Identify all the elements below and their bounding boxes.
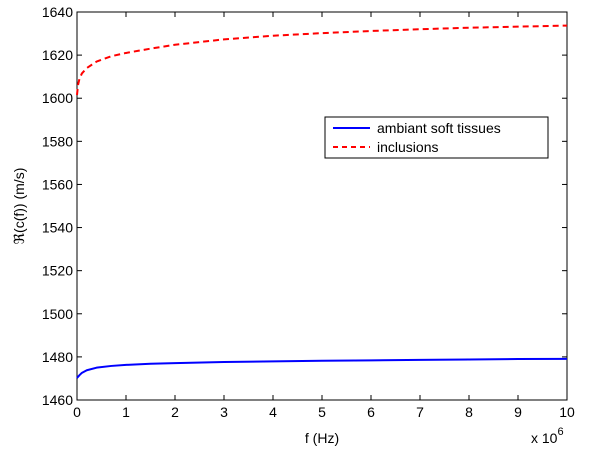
x-tick-label: 1 [122,404,130,420]
x-axis-multiplier: x 106 [531,426,564,446]
legend-box [324,116,549,159]
x-tick-label: 2 [171,404,179,420]
series-line-inclusions [76,24,568,96]
y-tick-label: 1500 [42,306,73,322]
x-axis-label: f (Hz) [305,430,339,446]
x-tick-label: 5 [318,404,326,420]
x-tick-label: 4 [269,404,277,420]
y-tick-label: 1480 [42,349,73,365]
y-tick-label: 1460 [42,392,73,408]
series-layer [76,24,568,379]
x-axis-multiplier-base: x 10 [531,430,558,446]
x-tick-label: 9 [514,404,522,420]
x-tick-label: 0 [73,404,81,420]
y-tick-label: 1540 [42,220,73,236]
x-tick-label: 6 [367,404,375,420]
x-tick-label: 10 [559,404,575,420]
legend-label-inclusions: inclusions [377,139,438,155]
y-tick-label: 1640 [42,4,73,20]
x-axis-ticks: 0 1 2 3 4 5 6 7 8 9 10 [73,12,575,420]
y-tick-label: 1620 [42,47,73,63]
y-tick-label: 1600 [42,90,73,106]
y-axis-ticks: 1460 1480 1500 1520 1540 1560 1580 1600 1620 1640 [42,4,567,408]
y-tick-label: 1560 [42,176,73,192]
legend-label-ambiant-soft-tissues: ambiant soft tissues [377,120,501,136]
y-tick-label: 1580 [42,133,73,149]
x-tick-label: 7 [416,404,424,420]
y-tick-label: 1520 [42,263,73,279]
legend: ambiant soft tissues inclusions [324,116,549,159]
y-axis-label: ℜ(c(f)) (m/s) [11,168,27,245]
x-tick-label: 3 [220,404,228,420]
plot-area [76,11,568,401]
series-line-ambiant-soft-tissues [76,357,568,379]
x-tick-label: 8 [465,404,473,420]
x-axis-multiplier-exponent: 6 [557,426,563,438]
